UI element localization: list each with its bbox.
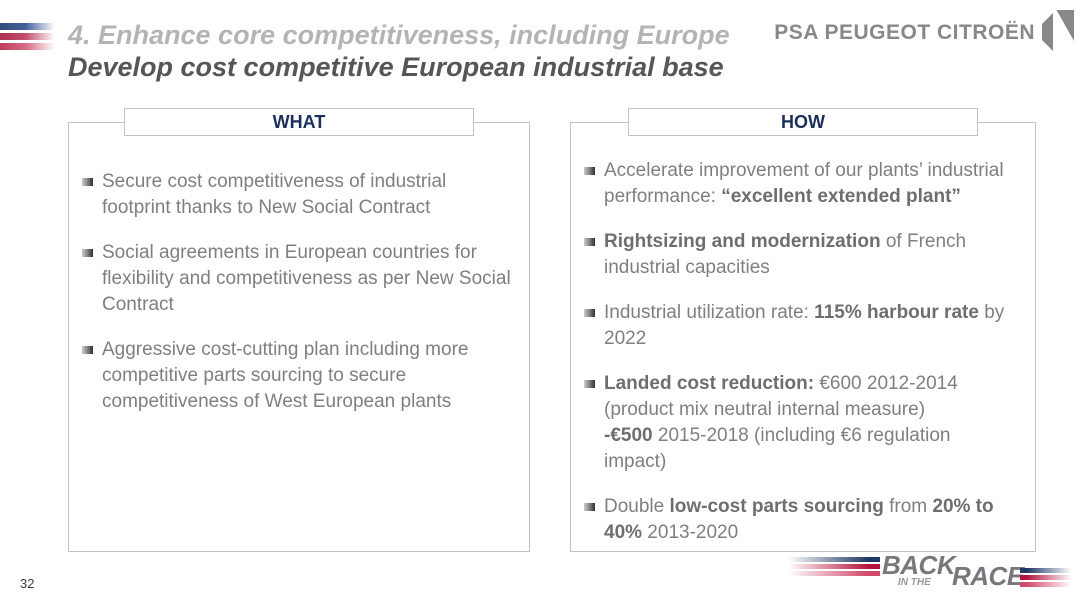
bullet-item: Industrial utilization rate: 115% harbou… [584,300,1025,352]
psa-logo: PSA PEUGEOT CITROËN [774,10,1074,56]
race-logo-race-text: RACE [952,561,1024,591]
bullet-square-icon [82,178,93,186]
bullet-square-icon [584,309,595,317]
bullet-text: Accelerate improvement of our plants’ in… [604,160,1004,207]
bullet-item: Rightsizing and modernization of French … [584,229,1025,281]
title-block: 4. Enhance core competitiveness, includi… [68,19,730,84]
bullet-item: Secure cost competitiveness of industria… [82,169,519,221]
slide-kicker: 4. Enhance core competitiveness, includi… [68,20,730,50]
bullet-square-icon [584,238,595,246]
bullet-text: Double low-cost parts sourcing from 20% … [604,496,994,543]
bullet-square-icon [584,503,595,511]
page-title: Develop cost competitive European indust… [68,52,724,82]
bullet-text: Industrial utilization rate: 115% harbou… [604,302,1005,349]
bullet-text: Rightsizing and modernization of French … [604,231,967,278]
psa-logo-text: PSA PEUGEOT CITROËN [774,21,1035,44]
race-logo-back-text: BACK [882,550,956,580]
stripe-navy [0,23,57,30]
bullet-text: Landed cost reduction: €600 2012-2014 (p… [604,373,958,472]
bullet-item: Double low-cost parts sourcing from 20% … [584,494,1025,546]
race-logo-right-stripes-icon [1020,568,1074,589]
bullet-item: Social agreements in European countries … [82,240,519,318]
bullet-text: Social agreements in European countries … [102,242,511,315]
stripe-red [0,33,57,40]
page-number: 32 [20,576,35,591]
what-panel-header: WHAT [124,108,474,136]
stripe-navy [1020,568,1074,573]
bullet-square-icon [584,167,595,175]
stripe-red-light [784,571,880,576]
stripe-navy [784,557,880,562]
how-panel-body: Accelerate improvement of our plants’ in… [571,123,1035,546]
what-panel-body: Secure cost competitiveness of industria… [69,123,529,415]
bullet-text: Aggressive cost-cutting plan including m… [102,339,469,412]
how-panel-header: HOW [628,108,978,136]
psa-corner-mark-icon [1042,10,1074,51]
stripe-red [784,564,880,569]
race-logo-inthe-text: IN THE [898,577,931,588]
bullet-square-icon [82,249,93,257]
how-panel: HOW Accelerate improvement of our plants… [570,108,1036,552]
back-in-the-race-logo: BACK IN THE RACE [784,550,1074,596]
header-flag-stripes-icon [0,23,57,53]
bullet-item: Accelerate improvement of our plants’ in… [584,158,1025,210]
bullet-square-icon [584,380,595,388]
stripe-red-light [1020,582,1074,587]
stripe-red [1020,575,1074,580]
stripe-red-light [0,43,57,50]
bullet-text: Secure cost competitiveness of industria… [102,171,447,218]
what-panel: WHAT Secure cost competitiveness of indu… [68,108,530,552]
bullet-square-icon [82,346,93,354]
race-logo-left-stripes-icon [784,557,880,578]
bullet-item: Landed cost reduction: €600 2012-2014 (p… [584,371,1025,475]
bullet-item: Aggressive cost-cutting plan including m… [82,337,519,415]
